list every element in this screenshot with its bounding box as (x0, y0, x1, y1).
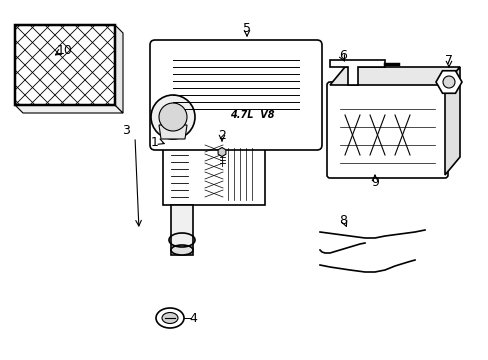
Polygon shape (218, 148, 225, 157)
FancyBboxPatch shape (150, 40, 321, 150)
Text: 2: 2 (218, 129, 225, 141)
Text: 4.7L  V8: 4.7L V8 (229, 110, 274, 120)
Ellipse shape (156, 308, 183, 328)
Text: 7: 7 (444, 54, 452, 67)
Polygon shape (329, 60, 384, 85)
Text: 1: 1 (151, 135, 159, 149)
Circle shape (442, 76, 454, 88)
Polygon shape (435, 71, 461, 93)
Polygon shape (329, 67, 459, 85)
Bar (15, 25, 115, 105)
Bar (15, 25, 115, 105)
Bar (171, 205, 193, 255)
FancyBboxPatch shape (326, 82, 447, 178)
Text: 4: 4 (189, 311, 197, 324)
Text: 9: 9 (370, 176, 378, 189)
Polygon shape (163, 131, 264, 143)
Ellipse shape (162, 312, 178, 324)
Polygon shape (115, 25, 123, 113)
Polygon shape (159, 125, 186, 139)
Circle shape (159, 103, 186, 131)
Polygon shape (444, 67, 459, 175)
Text: 5: 5 (243, 22, 250, 35)
Ellipse shape (171, 245, 193, 255)
Text: 10: 10 (57, 44, 73, 57)
Circle shape (151, 95, 195, 139)
Bar (163, 143, 264, 205)
Text: 6: 6 (338, 49, 346, 62)
Text: 3: 3 (122, 123, 130, 136)
Polygon shape (15, 105, 123, 113)
Text: 8: 8 (338, 213, 346, 226)
